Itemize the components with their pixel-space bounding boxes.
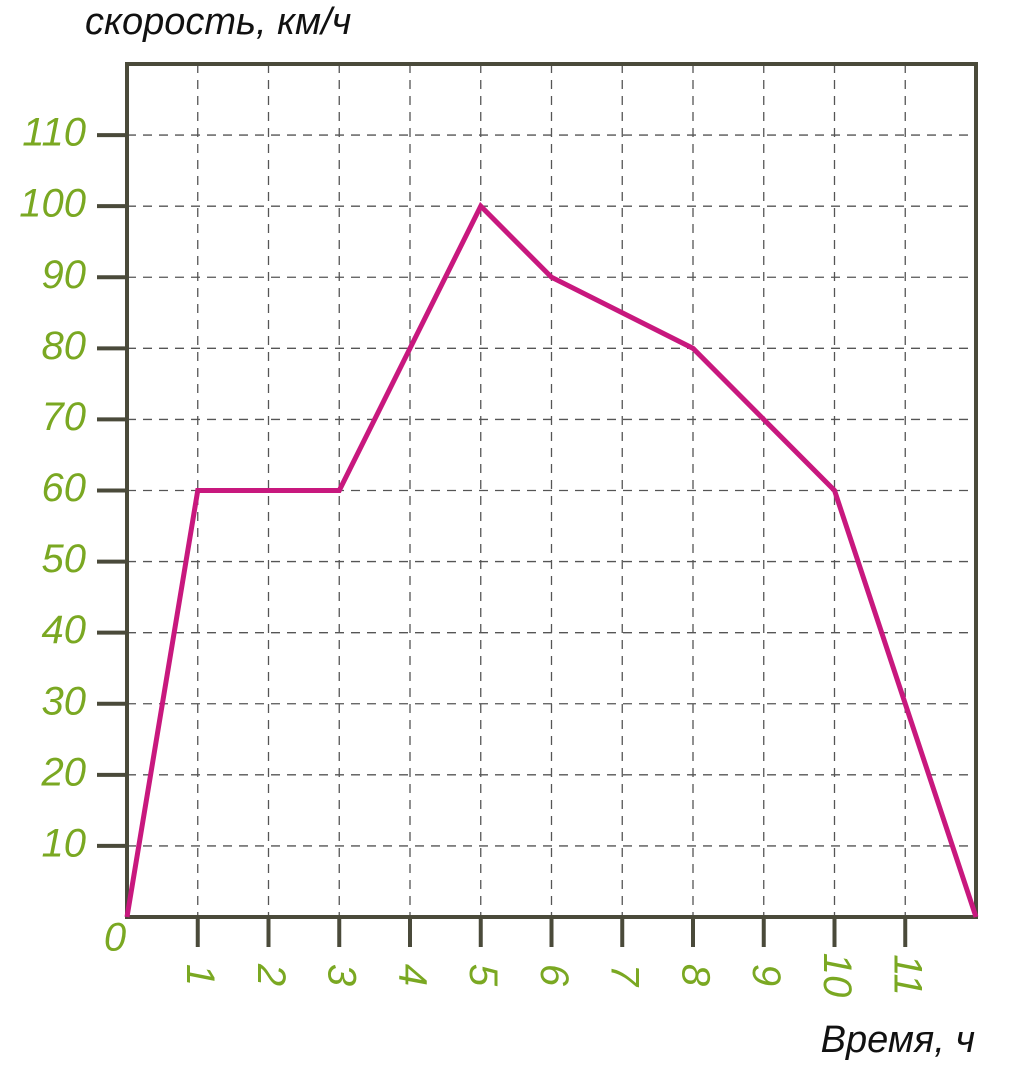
x-tick-label: 4 [390, 964, 434, 986]
x-tick-label: 11 [886, 954, 930, 996]
y-tick-label: 50 [42, 537, 87, 581]
plot-frame [125, 62, 978, 919]
y-tick-label: 70 [42, 395, 87, 439]
y-tick-label: 10 [42, 821, 87, 865]
y-tick-label: 60 [42, 466, 87, 510]
data-line [124, 201, 979, 918]
x-tick-label: 8 [673, 964, 717, 987]
y-tick-label: 80 [42, 324, 87, 368]
y-tick-label: 100 [19, 182, 86, 226]
y-tick-label: 110 [22, 111, 86, 155]
y-tick-label: 0 [104, 916, 126, 960]
y-tick-label: 90 [42, 253, 87, 297]
x-tick-label: 2 [249, 963, 293, 986]
y-tick-label: 30 [42, 679, 87, 723]
x-tick-label: 10 [815, 953, 859, 998]
y-tick-label: 40 [42, 608, 87, 652]
x-tick-label: 3 [320, 964, 364, 986]
x-tick-label: 1 [178, 964, 222, 986]
x-tick-label: 9 [744, 964, 788, 986]
y-tick-label: 20 [41, 750, 87, 794]
x-tick-label: 5 [461, 964, 505, 987]
x-tick-label: 7 [603, 964, 647, 988]
y-axis-title: скорость, км/ч [85, 1, 351, 43]
x-axis-title: Время, ч [821, 1019, 975, 1061]
x-tick-label: 6 [532, 964, 576, 987]
